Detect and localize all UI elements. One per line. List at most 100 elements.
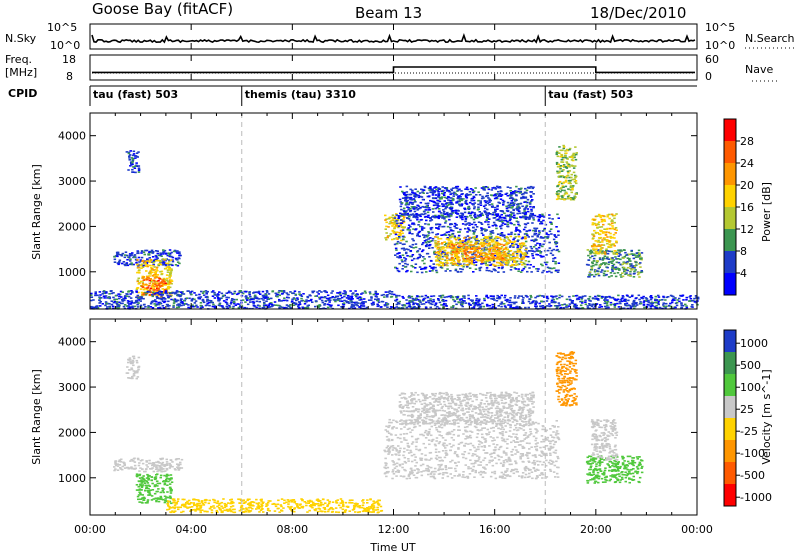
data-cell [612,252,615,254]
data-cell [460,250,463,253]
data-cell [555,241,558,243]
data-cell [573,154,576,157]
data-cell [334,300,337,303]
data-cell [311,291,315,294]
data-cell [262,294,265,297]
data-cell [124,251,128,253]
data-cell [424,294,428,297]
data-cell [600,247,603,249]
data-cell [436,216,440,218]
data-cell [438,210,441,213]
data-cell [216,297,220,299]
data-cell [628,259,631,261]
data-cell [139,298,142,300]
data-cell [431,269,434,272]
data-cell [455,241,458,244]
data-cell [493,223,497,226]
data-cell [510,231,513,234]
data-cell [467,246,471,249]
data-cell [554,269,558,272]
data-cell [219,297,222,300]
data-cell [447,295,451,298]
data-cell [517,229,520,231]
data-cell [593,222,596,225]
data-cell [568,181,571,184]
data-cell [441,242,444,244]
data-cell [413,214,416,217]
data-cell [534,238,537,241]
data-cell [665,305,668,308]
data-cell [469,244,473,246]
data-cell [403,256,406,259]
data-cell [432,215,435,217]
data-cell [505,255,509,257]
data-cell [457,260,461,262]
data-cell [516,248,519,250]
data-cell [252,301,256,304]
data-cell [521,216,525,219]
data-cell [482,257,485,260]
data-cell [505,300,509,303]
data-cell [141,277,145,279]
data-cell [560,187,563,189]
data-cell [447,241,451,244]
data-cell [489,254,493,257]
data-cell [451,250,454,252]
data-cell [491,306,495,308]
data-cell [495,257,499,259]
data-cell [581,302,584,304]
data-cell [173,300,177,303]
data-cell [590,305,594,308]
data-cell [134,301,138,304]
data-cell [364,301,367,303]
data-cell [168,275,171,277]
data-cell [146,290,150,293]
data-cell [507,233,510,236]
data-cell [354,290,357,292]
data-cell [487,256,491,259]
data-cell [416,250,420,252]
data-cell [426,240,430,243]
data-cell [480,197,484,200]
data-cell [445,231,449,234]
data-cell [665,296,668,299]
data-cell [597,299,600,301]
data-cell [467,211,471,213]
data-cell [245,298,249,301]
data-cell [589,253,592,255]
data-cell [393,293,396,296]
data-cell [460,304,463,307]
data-cell [371,304,374,306]
data-cell [615,261,619,264]
data-cell [489,233,492,235]
data-cell [433,191,436,194]
data-cell [632,300,636,302]
data-cell [477,206,480,208]
data-cell [561,159,565,161]
data-cell [162,291,165,294]
data-cell [123,304,127,306]
data-cell [157,280,160,282]
data-cell [606,256,609,258]
data-cell [517,306,521,308]
data-cell [168,277,171,279]
data-cell [510,199,514,202]
data-cell [536,242,539,245]
data-cell [426,211,430,214]
data-cell [588,304,592,307]
data-cell [464,247,467,250]
data-cell [427,231,430,233]
data-cell [567,188,570,190]
data-cell [526,222,530,224]
data-cell [395,267,399,270]
data-cell [108,305,111,308]
data-cell [454,269,457,272]
data-cell [182,304,185,306]
data-cell [239,290,243,292]
data-cell [592,303,596,305]
data-cell [158,263,161,265]
data-cell [575,153,578,156]
data-cell [505,207,509,210]
data-cell [502,271,506,273]
data-cell [129,254,132,257]
